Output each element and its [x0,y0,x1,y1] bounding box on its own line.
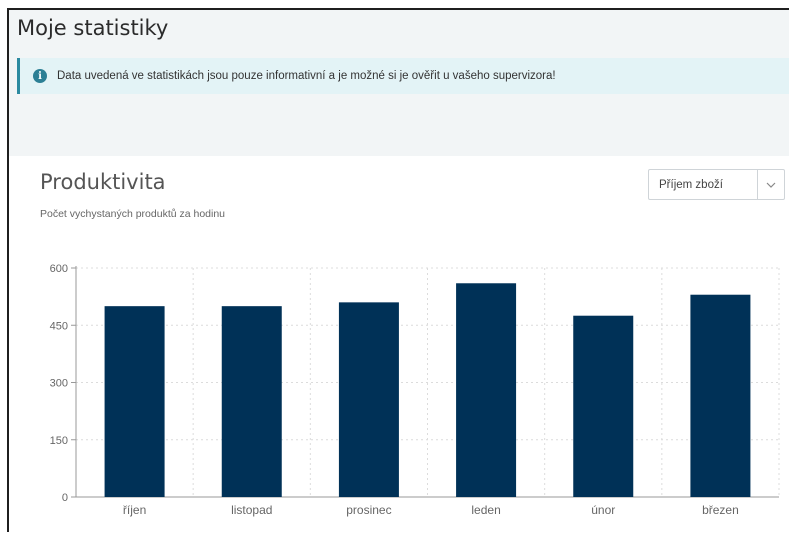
alert-text: Data uvedená ve statistikách jsou pouze … [57,70,556,82]
y-tick-label: 300 [50,378,68,390]
y-tick-label: 600 [50,263,68,275]
x-tick-label: leden [471,503,500,517]
bar-0 [104,306,165,497]
info-icon: i [33,69,47,83]
x-tick-label: říjen [123,503,146,517]
select-value: Příjem zboží [659,178,723,191]
bar-1 [221,306,282,497]
chart-subtitle: Počet vychystaných produktů za hodinu [40,208,226,220]
productivity-card: Produktivita Počet vychystaných produktů… [9,156,789,532]
category-select[interactable]: Příjem zboží [648,169,785,200]
y-tick-label: 150 [50,435,68,447]
page-title: Moje statistiky [17,16,169,40]
chevron-down-icon[interactable] [757,170,784,199]
x-tick-label: prosinec [346,503,391,517]
bar-3 [456,283,517,497]
y-tick-label: 0 [62,492,68,504]
bar-2 [338,302,399,497]
x-tick-label: březen [702,503,739,517]
bar-chart: 0 150 300 450 600 říjen listopad prosinec leden ú… [50,263,780,517]
x-tick-label: únor [591,503,615,517]
x-tick-label: listopad [231,503,272,517]
bar-5 [690,294,751,497]
app-frame: Moje statistiky i Data uvedená ve statis… [7,8,789,532]
chart-title: Produktivita [40,170,166,194]
y-tick-label: 450 [50,320,68,332]
bar-4 [573,315,634,497]
info-alert: i Data uvedená ve statistikách jsou pouz… [17,58,789,94]
